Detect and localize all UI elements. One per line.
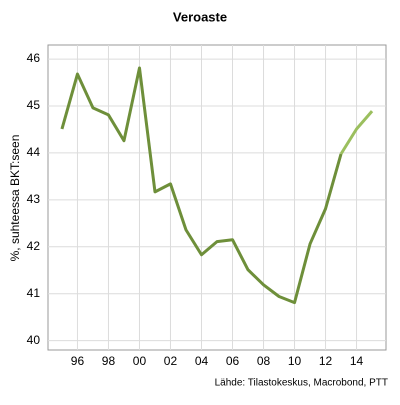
y-tick-label: 46 [27,51,41,65]
y-tick-label: 41 [27,286,41,300]
x-tick-label: 12 [319,354,333,368]
plot-frame [47,44,387,351]
x-tick-label: 14 [350,354,364,368]
x-tick-label: 04 [195,354,209,368]
y-tick-label: 45 [27,98,41,112]
source-note: Lähde: Tilastokeskus, Macrobond, PTT [215,378,388,389]
data-line [60,66,343,305]
data-line [339,110,374,155]
y-axis-label: %, suhteessa BKT:seen [8,135,22,262]
y-tick-label: 42 [27,239,41,253]
x-tick-label: 96 [71,354,85,368]
y-tick-label: 40 [27,333,41,347]
y-tick-label: 44 [27,145,41,159]
x-tick-label: 08 [257,354,271,368]
x-tick-label: 02 [164,354,178,368]
x-tick-label: 00 [133,354,147,368]
x-tick-label: 98 [102,354,116,368]
x-tick-label: 06 [226,354,240,368]
chart-title: Veroaste [173,9,227,24]
x-tick-label: 10 [288,354,302,368]
y-tick-label: 43 [27,192,41,206]
